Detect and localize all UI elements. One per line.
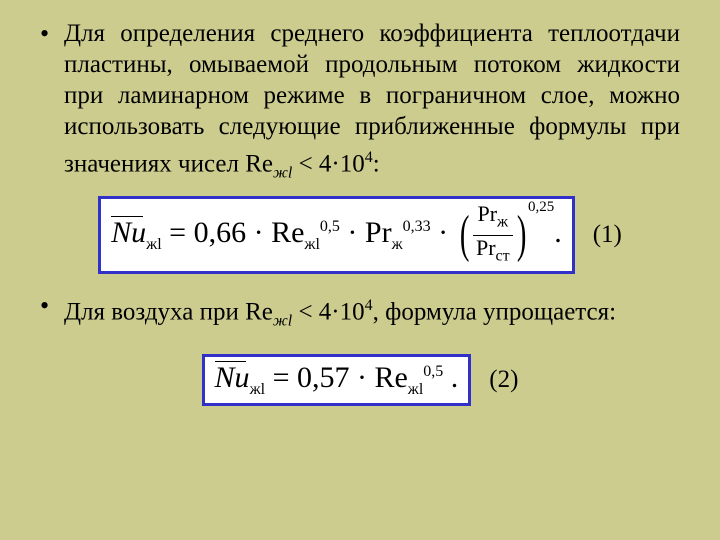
f1-end: .	[554, 216, 562, 249]
p2-sub: жl	[273, 312, 292, 329]
f1-eq: = 0,66 · Re	[162, 216, 305, 249]
frac-bot-sub: ст	[496, 247, 510, 264]
f2-nu-sub: жl	[250, 381, 266, 398]
f1-mid: · Pr	[340, 216, 392, 249]
f2-re-sup: 0,5	[423, 363, 443, 380]
formula-2: Nuжl = 0,57 · Reжl0,5 .	[215, 361, 459, 394]
fraction-body: Prж Prст	[473, 203, 513, 267]
formula-1-label: (1)	[593, 221, 622, 249]
p1-text-c: :	[373, 150, 380, 177]
formula-2-row: Nuжl = 0,57 · Reжl0,5 . (2)	[40, 354, 680, 406]
bullet-marker: •	[40, 18, 64, 188]
f1-nu: Nu	[111, 216, 146, 249]
lparen-icon: (	[460, 215, 470, 255]
formula-2-box: Nuжl = 0,57 · Reжl0,5 .	[202, 354, 472, 406]
f2-eq: = 0,57 · Re	[265, 361, 408, 394]
frac-bot-pr: Pr	[476, 235, 496, 260]
p2-text-c: , формула упрощается:	[373, 298, 616, 325]
bullet-item-1: • Для определения среднего коэффициента …	[40, 18, 680, 188]
p2-text-b: < 4·10	[292, 298, 364, 325]
formula-1-row: Nuжl = 0,66 · Reжl0,5 · Prж0,33 · ( Prж …	[40, 196, 680, 274]
slide-content: • Для определения среднего коэффициента …	[0, 0, 720, 442]
f1-dot: ·	[431, 216, 449, 249]
frac-top: Prж	[474, 203, 511, 234]
p1-sup: 4	[365, 149, 373, 166]
f2-end: .	[443, 361, 458, 394]
p2-text-a: Для воздуха при Re	[64, 298, 273, 325]
f1-re-sup: 0,5	[320, 218, 340, 235]
rparen-icon: )	[517, 215, 527, 255]
formula-1: Nuжl = 0,66 · Reжl0,5 · Prж0,33 · ( Prж …	[111, 216, 562, 249]
frac-top-sub: ж	[497, 214, 508, 231]
f1-outer-sup: 0,25	[528, 199, 554, 216]
p2-sup: 4	[365, 297, 373, 314]
p1-text-b: < 4·10	[292, 150, 364, 177]
f2-re-sub: жl	[408, 381, 424, 398]
nu-overline: Nuжl	[111, 216, 162, 254]
bullet-marker-2: •	[40, 290, 64, 336]
f1-fraction: ( Prж Prст ) 0,25	[456, 203, 555, 267]
formula-1-box: Nuжl = 0,66 · Reжl0,5 · Prж0,33 · ( Prж …	[98, 196, 575, 274]
frac-top-pr: Pr	[477, 201, 497, 226]
f1-pr-sup: 0,33	[403, 218, 431, 235]
f2-nu: Nu	[215, 361, 250, 394]
bullet-item-2: • Для воздуха при Reжl < 4·104, формула …	[40, 290, 680, 336]
f1-re-sub: жl	[304, 236, 320, 253]
p1-sub: жl	[273, 164, 292, 181]
frac-bot: Prст	[473, 235, 513, 267]
paragraph-1: Для определения среднего коэффициента те…	[64, 18, 680, 188]
paragraph-2: Для воздуха при Reжl < 4·104, формула уп…	[64, 290, 616, 336]
nu-overline-2: Nuжl	[215, 361, 266, 399]
f1-pr-sub: ж	[392, 236, 403, 253]
f1-nu-sub: жl	[146, 236, 162, 253]
formula-2-label: (2)	[489, 366, 518, 394]
